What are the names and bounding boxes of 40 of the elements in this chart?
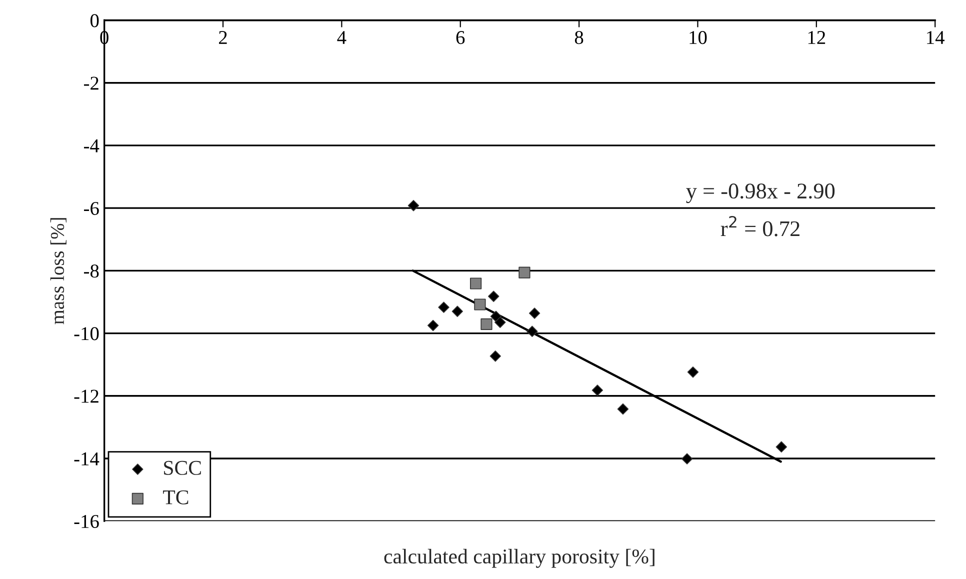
x-tick-label: 2 xyxy=(219,31,227,44)
x-tick-label: 4 xyxy=(337,31,346,44)
y-tick-label: -8 xyxy=(84,264,99,278)
y-tick-label: -6 xyxy=(84,202,99,216)
point xyxy=(776,441,788,453)
x-tick-label: 14 xyxy=(927,31,945,44)
x-tick-label: 8 xyxy=(574,30,584,44)
point xyxy=(480,318,492,330)
x-tick-label: 12 xyxy=(808,31,826,44)
y-tick-label: -4 xyxy=(84,139,100,152)
point xyxy=(518,266,530,278)
y-axis-title: mass loss [%] xyxy=(50,218,66,324)
y-tick-label: -12 xyxy=(74,390,98,403)
point xyxy=(494,316,506,328)
point xyxy=(681,453,693,464)
point xyxy=(687,366,699,378)
y-tick-label: 0 xyxy=(90,14,99,28)
point xyxy=(488,290,500,302)
point xyxy=(408,200,420,212)
point xyxy=(526,326,538,338)
point xyxy=(438,302,450,313)
point xyxy=(427,320,439,332)
point xyxy=(474,298,486,310)
x-tick-label: 10 xyxy=(690,30,707,44)
annotation: r$^{2}$ = 0.72 xyxy=(720,216,800,236)
point xyxy=(528,308,540,319)
point xyxy=(490,350,501,362)
legend-label: TC xyxy=(163,490,188,504)
point xyxy=(617,403,629,415)
y-tick-label: -16 xyxy=(74,514,99,528)
point xyxy=(592,384,604,396)
point xyxy=(470,278,482,290)
y-tick-label: -14 xyxy=(74,452,100,466)
y-tick-label: -10 xyxy=(74,327,99,340)
x-tick-label: 6 xyxy=(456,31,465,44)
point xyxy=(452,306,464,317)
y-tick-label: -2 xyxy=(84,76,98,90)
x-axis-title: calculated capillary porosity [%] xyxy=(384,548,654,568)
legend-label: SCC xyxy=(164,460,201,475)
annotation: y = -0.98x - 2.90 xyxy=(686,184,835,204)
